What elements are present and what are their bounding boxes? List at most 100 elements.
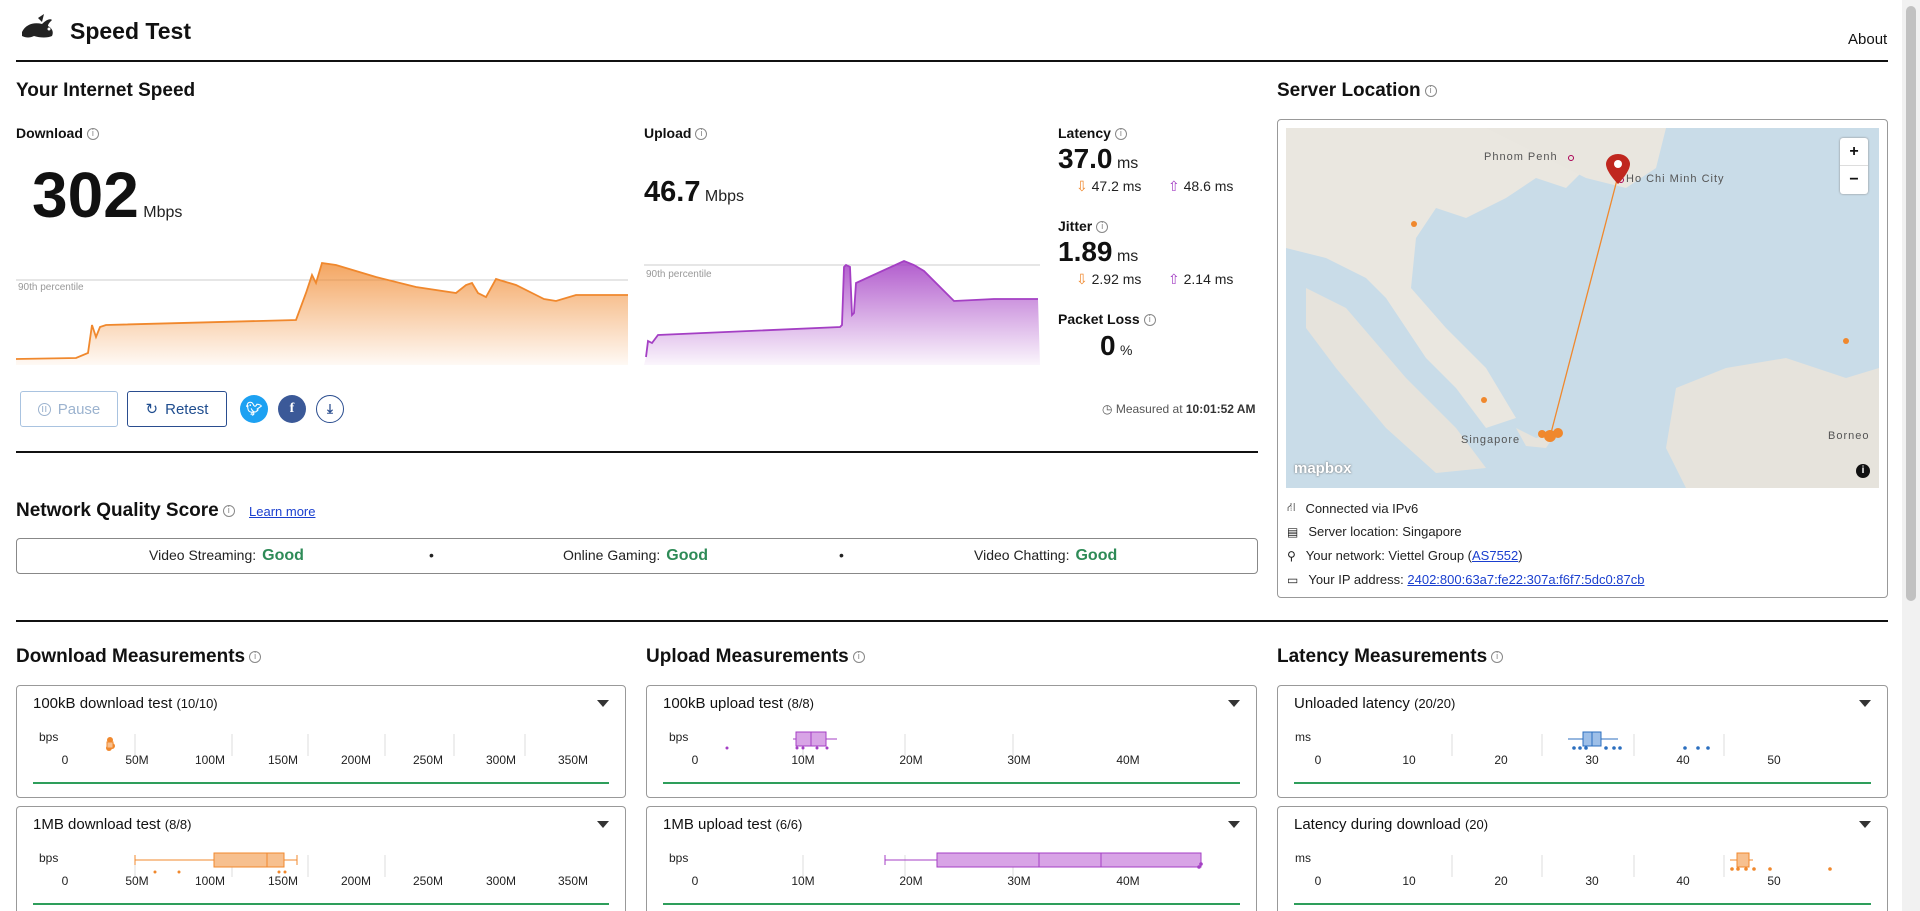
- server-icon: ▤: [1287, 524, 1299, 539]
- axis-tick: 30M: [1007, 874, 1031, 888]
- info-icon[interactable]: i: [222, 504, 235, 517]
- box-plot: [802, 852, 1203, 877]
- twitter-share-button[interactable]: 🐦︎: [240, 395, 268, 423]
- latency-unit: ms: [1116, 155, 1139, 172]
- upload-percentile-label: 90th percentile: [646, 269, 712, 280]
- latency-upload-value: 48.6 ms: [1183, 178, 1234, 194]
- upload-label-text: Upload: [644, 125, 692, 141]
- download-chart: [16, 261, 628, 365]
- mapbox-logo[interactable]: mapbox: [1294, 460, 1352, 477]
- chevron-down-icon[interactable]: [1228, 821, 1240, 828]
- about-link[interactable]: About: [1848, 31, 1888, 48]
- latency-number: 37.0: [1058, 143, 1113, 174]
- card-title: Latency during download (20): [1294, 816, 1488, 833]
- map-attribution-icon[interactable]: i: [1856, 464, 1870, 478]
- axis-tick: 50M: [125, 753, 149, 767]
- learn-more-link[interactable]: Learn more: [249, 504, 316, 519]
- jitter-label-text: Jitter: [1058, 218, 1093, 234]
- axis-tick: 0: [691, 874, 699, 888]
- chevron-down-icon[interactable]: [1859, 700, 1871, 707]
- app-logo[interactable]: [18, 12, 58, 42]
- as-link[interactable]: AS7552: [1472, 548, 1519, 563]
- info-icon[interactable]: i: [1491, 650, 1504, 663]
- download-unit: Mbps: [143, 204, 183, 221]
- info-icon[interactable]: i: [1143, 314, 1156, 327]
- axis-tick: 20M: [899, 874, 923, 888]
- retest-button[interactable]: ↻ Retest: [127, 391, 227, 427]
- chevron-down-icon[interactable]: [1228, 700, 1240, 707]
- quality-video-chatting: Video Chatting: Good: [974, 547, 1117, 565]
- axis-tick: 350M: [557, 753, 589, 767]
- box-plot: [134, 852, 386, 877]
- location-value: Singapore: [1402, 524, 1462, 539]
- chevron-down-icon[interactable]: [1859, 821, 1871, 828]
- download-test-card[interactable]: 100kB download test (10/10) bps 0 50M 10…: [16, 685, 626, 798]
- upload-test-card[interactable]: 100kB upload test (8/8) bps 0 10M 20M 30…: [646, 685, 1257, 798]
- test-count: (10/10): [176, 696, 218, 711]
- axis-tick: 10: [1402, 874, 1416, 888]
- jitter-number: 1.89: [1058, 236, 1113, 267]
- jitter-download-value: 2.92 ms: [1091, 271, 1142, 287]
- speed-divider: [16, 451, 1258, 453]
- axis-tick: 250M: [412, 753, 444, 767]
- axis-tick: 0: [1314, 874, 1322, 888]
- quality-label: Video Streaming:: [149, 547, 257, 563]
- info-icon[interactable]: i: [1114, 128, 1127, 141]
- info-icon[interactable]: i: [852, 650, 865, 663]
- map-label-singapore: Singapore: [1461, 434, 1521, 446]
- axis-tick: 10M: [791, 874, 815, 888]
- axis-tick: 50M: [125, 874, 149, 888]
- clock-icon: ◷: [1102, 402, 1113, 416]
- latency-measurements-title: Latency Measurements i: [1277, 646, 1504, 668]
- info-icon[interactable]: i: [1096, 221, 1109, 234]
- pause-icon: ıı: [37, 402, 51, 416]
- latency-test-card[interactable]: Unloaded latency (20/20) ms 0 10 20 30 4…: [1277, 685, 1888, 798]
- upload-test-card[interactable]: 1MB upload test (6/6) bps 0 10M 20M 30M …: [646, 806, 1257, 911]
- zoom-in-button[interactable]: +: [1840, 138, 1868, 166]
- chevron-down-icon[interactable]: [597, 700, 609, 707]
- jitter-unit: ms: [1116, 248, 1139, 265]
- scrollbar-thumb[interactable]: [1906, 6, 1916, 601]
- quality-value: Good: [666, 547, 709, 564]
- info-icon[interactable]: i: [1424, 84, 1437, 97]
- download-results-button[interactable]: ⤓: [316, 395, 344, 423]
- upload-number: 46.7: [644, 176, 701, 208]
- network-suffix: ): [1518, 548, 1523, 563]
- zoom-out-button[interactable]: −: [1849, 171, 1859, 188]
- facebook-share-button[interactable]: f: [278, 395, 306, 423]
- quality-online-gaming: Online Gaming: Good: [563, 547, 708, 565]
- test-name: Unloaded latency: [1294, 695, 1410, 712]
- info-icon[interactable]: i: [249, 650, 262, 663]
- map-graphic: [1286, 128, 1879, 488]
- axis-tick: 350M: [557, 874, 589, 888]
- info-icon[interactable]: i: [86, 128, 99, 141]
- quality-box: Video Streaming: Good • Online Gaming: Goo…: [16, 538, 1258, 574]
- pause-button[interactable]: ıı Pause: [20, 391, 118, 427]
- progress-line: [1294, 903, 1871, 905]
- axis-tick: 200M: [340, 874, 372, 888]
- ip-link[interactable]: 2402:800:63a7:fe22:307a:f6f7:5dc0:87cb: [1407, 572, 1645, 587]
- axis-tick: 100M: [194, 874, 226, 888]
- progress-line: [663, 903, 1240, 905]
- map-label-hcmc: Ho Chi Minh City: [1626, 173, 1725, 185]
- axis-unit: ms: [1295, 730, 1311, 744]
- measured-prefix: Measured at: [1115, 402, 1183, 416]
- axis-tick: 150M: [267, 753, 299, 767]
- download-test-card[interactable]: 1MB download test (8/8) bps 0 50M 100M 1…: [16, 806, 626, 911]
- axis-tick: 300M: [485, 753, 517, 767]
- chevron-down-icon[interactable]: [597, 821, 609, 828]
- map-pin-icon: [1606, 154, 1630, 184]
- card-title: 100kB download test (10/10): [33, 695, 218, 712]
- refresh-icon: ↻: [145, 401, 159, 418]
- latency-test-card[interactable]: Latency during download (20) ms 0 10 20 …: [1277, 806, 1888, 911]
- twitter-icon: 🐦︎: [245, 401, 263, 416]
- info-icon[interactable]: i: [695, 128, 708, 141]
- packet-loss-number: 0: [1100, 330, 1116, 361]
- axis-tick: 20M: [899, 753, 923, 767]
- box-plot: [1451, 731, 1725, 756]
- upload-chart: [644, 260, 1040, 365]
- loaded-down-icon: ⇩: [1076, 271, 1088, 287]
- axis-tick: 10: [1402, 753, 1416, 767]
- scrollbar-track[interactable]: [1902, 0, 1920, 911]
- server-map[interactable]: Phnom Penh Ho Chi Minh City Singapore Bo…: [1286, 128, 1879, 488]
